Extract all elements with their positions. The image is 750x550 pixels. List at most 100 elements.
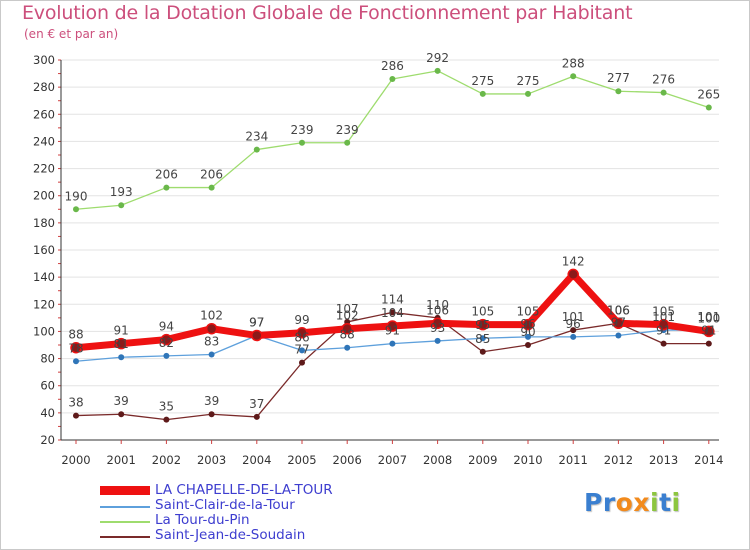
data-label: 95 <box>475 318 490 332</box>
data-label: 91 <box>701 324 716 338</box>
x-tick-label: 2014 <box>694 453 723 467</box>
data-label: 114 <box>381 292 404 306</box>
data-label: 37 <box>249 397 264 411</box>
data-point <box>296 327 308 339</box>
data-label: 35 <box>159 400 174 414</box>
x-tick-label: 2009 <box>468 453 497 467</box>
y-tick-label: 160 <box>33 243 55 257</box>
x-tick-label: 2013 <box>649 453 678 467</box>
data-label: 286 <box>381 59 404 73</box>
data-label: 83 <box>204 335 219 349</box>
data-point <box>344 139 351 146</box>
data-point <box>73 358 79 365</box>
data-label: 101 <box>697 310 720 324</box>
logo-letter: i <box>671 488 681 517</box>
y-tick-label: 80 <box>40 352 55 366</box>
data-point <box>567 268 579 281</box>
data-point <box>163 416 170 423</box>
data-point <box>570 333 577 340</box>
data-label: 85 <box>475 332 490 346</box>
data-point <box>522 318 534 331</box>
data-point <box>208 351 215 358</box>
data-label: 107 <box>336 302 359 316</box>
data-point <box>163 352 170 359</box>
data-label: 102 <box>336 309 359 323</box>
y-tick-label: 120 <box>33 297 55 311</box>
data-label: 88 <box>340 328 355 342</box>
data-label: 86 <box>294 330 309 344</box>
data-label: 104 <box>381 306 404 320</box>
data-point <box>118 411 125 418</box>
y-tick-label: 140 <box>33 270 55 284</box>
x-tick-label: 2005 <box>287 453 316 467</box>
data-label: 100 <box>697 311 720 325</box>
x-tick-label: 2007 <box>378 453 407 467</box>
data-label: 88 <box>68 328 83 342</box>
logo-letter: P <box>584 488 603 517</box>
data-point <box>615 332 622 339</box>
data-label: 39 <box>204 394 219 408</box>
data-label: 206 <box>155 168 178 182</box>
data-label: 101 <box>652 310 675 324</box>
data-label: 105 <box>652 305 675 319</box>
y-tick-label: 60 <box>40 379 55 393</box>
data-point <box>389 309 396 316</box>
y-tick-label: 40 <box>40 406 55 420</box>
x-tick-label: 2000 <box>61 453 90 467</box>
data-point <box>434 337 441 344</box>
legend-swatch-la-tour-du-pin <box>100 521 150 523</box>
logo-letter: x <box>633 488 650 517</box>
data-point <box>612 317 625 330</box>
data-point <box>479 348 486 355</box>
legend-swatch-saint-clair <box>100 506 150 508</box>
data-label: 206 <box>200 168 223 182</box>
data-point <box>479 90 486 97</box>
data-label: 239 <box>336 123 359 137</box>
y-tick-label: 280 <box>33 80 55 94</box>
data-label: 239 <box>291 123 314 137</box>
y-tick-label: 20 <box>40 433 55 447</box>
x-tick-label: 2004 <box>242 453 271 467</box>
data-label: 105 <box>517 305 540 319</box>
data-label: 101 <box>562 310 585 324</box>
data-point <box>299 139 305 146</box>
legend-swatch-la-chapelle <box>100 486 150 495</box>
data-point <box>525 90 531 97</box>
data-point <box>299 347 305 354</box>
data-label: 288 <box>562 56 585 70</box>
data-label: 265 <box>697 88 720 102</box>
legend-swatch-saint-jean <box>100 536 150 538</box>
data-point <box>344 344 351 351</box>
data-point <box>118 202 125 209</box>
data-point <box>431 317 444 330</box>
data-label: 234 <box>245 130 268 144</box>
data-point <box>660 340 667 347</box>
x-tick-label: 2003 <box>197 453 226 467</box>
data-point <box>703 325 715 338</box>
legend-label-la-tour-du-pin: La Tour-du-Pin <box>155 512 250 528</box>
data-label: 292 <box>426 51 449 65</box>
data-point <box>434 67 441 74</box>
y-tick-label: 240 <box>33 134 55 148</box>
y-tick-label: 220 <box>33 162 55 176</box>
data-label: 97 <box>249 316 264 330</box>
data-label: 81 <box>114 337 129 351</box>
data-label: 102 <box>200 309 223 323</box>
data-label: 91 <box>114 324 129 338</box>
data-label: 91 <box>656 324 671 338</box>
data-label: 96 <box>566 317 581 331</box>
x-tick-label: 2002 <box>152 453 181 467</box>
data-label: 193 <box>110 185 133 199</box>
data-point <box>208 411 215 418</box>
data-label: 106 <box>607 303 630 317</box>
data-point <box>251 329 263 342</box>
data-point <box>705 340 712 347</box>
data-label: 97 <box>611 316 626 330</box>
data-label: 97 <box>249 316 264 330</box>
data-point <box>163 184 170 191</box>
data-point <box>73 412 79 419</box>
data-label: 106 <box>426 303 449 317</box>
data-point <box>253 146 260 153</box>
data-label: 110 <box>426 298 449 312</box>
